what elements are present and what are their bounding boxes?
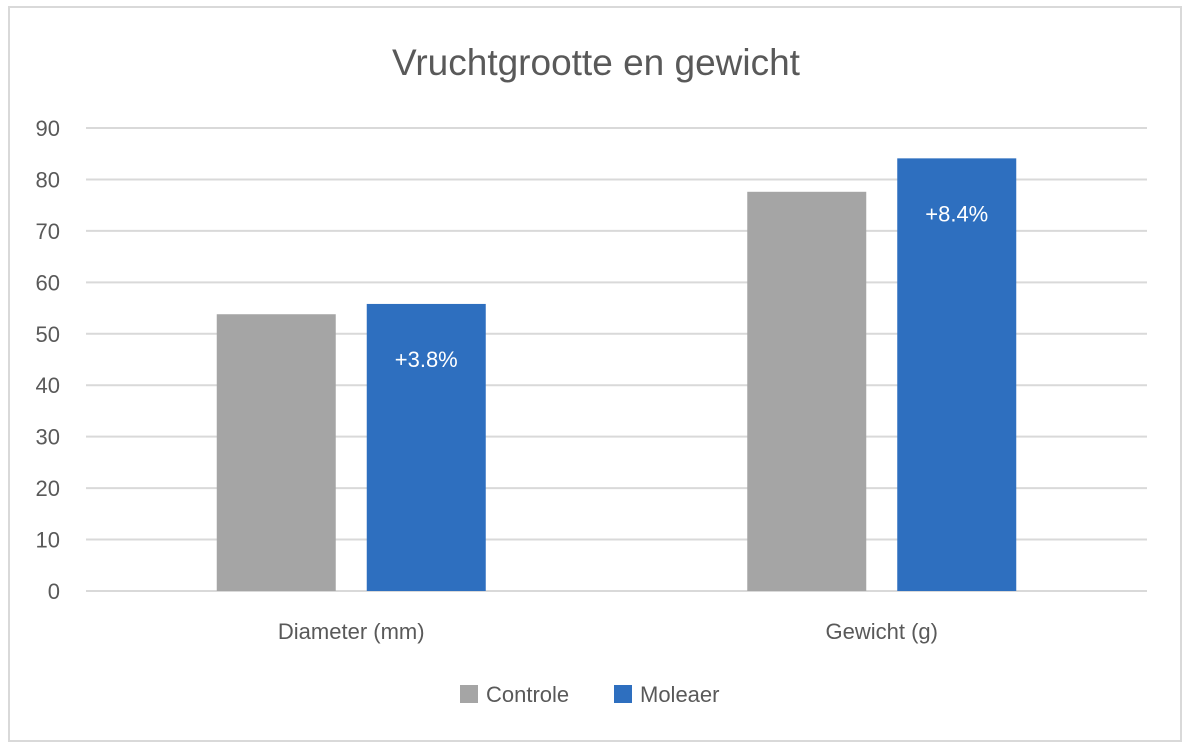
y-tick-label: 40	[36, 373, 60, 398]
y-tick-label: 70	[36, 219, 60, 244]
bar-controle-1	[747, 191, 867, 591]
y-axis-ticks: 0 10 20 30 40 50 60 70 80 90	[36, 116, 60, 604]
y-tick-label: 90	[36, 116, 60, 141]
x-category-label: Diameter (mm)	[278, 619, 425, 644]
bar-controle-0	[216, 314, 336, 591]
y-tick-label: 0	[48, 579, 60, 604]
legend-swatch-controle	[460, 685, 478, 703]
legend: Controle Moleaer	[460, 682, 719, 707]
y-tick-label: 50	[36, 322, 60, 347]
bar-moleaer-1	[897, 158, 1017, 591]
legend-label: Controle	[486, 682, 569, 707]
x-axis-categories: Diameter (mm) Gewicht (g)	[278, 619, 938, 644]
bars	[216, 158, 1017, 591]
y-tick-label: 30	[36, 425, 60, 450]
bar-moleaer-0	[366, 303, 486, 591]
y-tick-label: 20	[36, 476, 60, 501]
y-tick-label: 60	[36, 270, 60, 295]
bar-data-labels: +3.8% +8.4%	[395, 201, 989, 372]
bar-data-label: +8.4%	[925, 201, 988, 226]
x-category-label: Gewicht (g)	[826, 619, 938, 644]
y-tick-label: 10	[36, 528, 60, 553]
legend-swatch-moleaer	[614, 685, 632, 703]
y-tick-label: 80	[36, 167, 60, 192]
legend-label: Moleaer	[640, 682, 719, 707]
chart-title: Vruchtgrootte en gewicht	[392, 42, 801, 83]
bar-data-label: +3.8%	[395, 347, 458, 372]
